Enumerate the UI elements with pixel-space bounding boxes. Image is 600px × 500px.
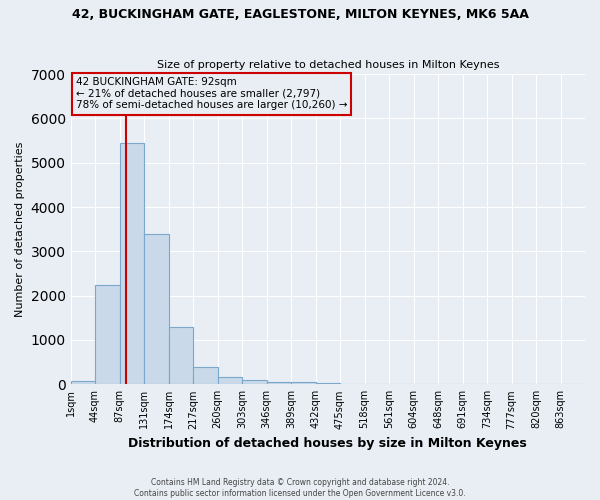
Bar [95,284,119,384]
Bar [144,234,169,384]
Y-axis label: Number of detached properties: Number of detached properties [15,142,25,317]
Text: 42, BUCKINGHAM GATE, EAGLESTONE, MILTON KEYNES, MK6 5AA: 42, BUCKINGHAM GATE, EAGLESTONE, MILTON … [71,8,529,20]
Bar [242,380,266,384]
Bar [218,377,242,384]
Bar [266,382,291,384]
Bar [169,326,193,384]
Bar [316,382,340,384]
Text: Contains HM Land Registry data © Crown copyright and database right 2024.
Contai: Contains HM Land Registry data © Crown c… [134,478,466,498]
Bar [291,382,316,384]
Bar [193,366,218,384]
Text: 42 BUCKINGHAM GATE: 92sqm
← 21% of detached houses are smaller (2,797)
78% of se: 42 BUCKINGHAM GATE: 92sqm ← 21% of detac… [76,77,347,110]
Bar [119,143,144,384]
Title: Size of property relative to detached houses in Milton Keynes: Size of property relative to detached ho… [157,60,499,70]
Bar [71,381,95,384]
X-axis label: Distribution of detached houses by size in Milton Keynes: Distribution of detached houses by size … [128,437,527,450]
